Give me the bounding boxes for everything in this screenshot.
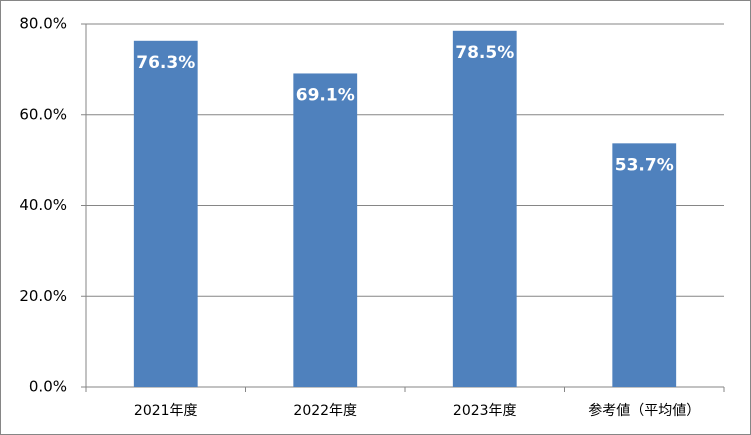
data-label: 53.7% [615, 155, 674, 175]
bar [452, 30, 517, 388]
bar [612, 143, 677, 387]
bar [293, 73, 358, 388]
x-tick-label: 参考値（平均値） [588, 402, 700, 419]
x-tick-label: 2023年度 [453, 403, 517, 419]
y-tick-label: 60.0% [19, 105, 67, 123]
y-tick-label: 80.0% [19, 15, 67, 33]
y-tick-label: 40.0% [19, 196, 67, 214]
data-label: 69.1% [296, 85, 355, 105]
x-tick-label: 2021年度 [134, 403, 198, 419]
y-tick-label: 20.0% [19, 287, 67, 305]
x-tick-label: 2022年度 [293, 403, 357, 419]
data-label: 78.5% [455, 43, 514, 63]
y-tick-label: 0.0% [29, 378, 67, 396]
data-label: 76.3% [136, 53, 195, 73]
bar [133, 40, 198, 387]
